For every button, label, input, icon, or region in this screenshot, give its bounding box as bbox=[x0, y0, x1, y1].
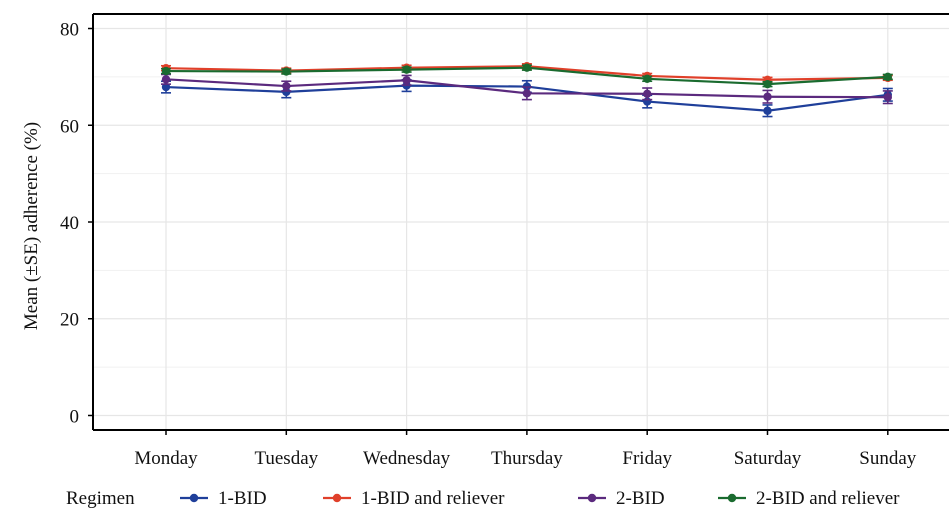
legend-item: 1-BID bbox=[180, 488, 267, 509]
x-tick-labels: Monday Tuesday Wednesday Thursday Friday Satu… bbox=[134, 448, 916, 469]
x-tick-label: Thursday bbox=[491, 448, 563, 469]
x-tick-label: Saturday bbox=[734, 448, 802, 469]
legend-label: 2-BID bbox=[616, 488, 665, 509]
y-tick-label: 0 bbox=[70, 406, 80, 427]
legend-title: Regimen bbox=[66, 488, 135, 509]
legend: Regimen 1-BID 1-BID and reliever 2-BID 2-BI… bbox=[66, 488, 900, 509]
legend-item: 2-BID bbox=[578, 488, 665, 509]
data-point bbox=[763, 92, 772, 101]
legend-swatch-point bbox=[727, 493, 737, 503]
data-point bbox=[402, 76, 411, 85]
data-point bbox=[282, 67, 291, 76]
data-point bbox=[282, 81, 291, 91]
data-point bbox=[282, 87, 291, 97]
y-tick-label: 40 bbox=[60, 213, 79, 234]
y-axis-label: Mean (±SE) adherence (%) bbox=[21, 122, 42, 330]
data-point bbox=[402, 65, 411, 74]
y-tick-label: 80 bbox=[60, 20, 79, 41]
series-group bbox=[161, 62, 893, 118]
x-tick-label: Wednesday bbox=[363, 448, 451, 469]
legend-item: 1-BID and reliever bbox=[323, 488, 505, 509]
data-point bbox=[763, 79, 772, 89]
data-point bbox=[883, 72, 892, 82]
legend-label: 2-BID and reliever bbox=[756, 488, 900, 509]
data-point bbox=[763, 106, 772, 115]
x-tick-label: Monday bbox=[134, 448, 198, 469]
series-3 bbox=[161, 73, 893, 105]
axes bbox=[88, 13, 949, 435]
data-point bbox=[161, 75, 171, 84]
data-point bbox=[643, 89, 652, 99]
x-tick-label: Sunday bbox=[859, 448, 917, 469]
data-point bbox=[161, 66, 171, 76]
x-tick-label: Tuesday bbox=[254, 448, 318, 469]
legend-item: 2-BID and reliever bbox=[718, 488, 900, 509]
legend-items: 1-BID 1-BID and reliever 2-BID 2-BID and re… bbox=[180, 488, 900, 509]
series-4 bbox=[161, 63, 893, 89]
data-point bbox=[643, 74, 652, 84]
data-point bbox=[161, 82, 171, 92]
grid-lines bbox=[93, 14, 949, 430]
legend-swatch-point bbox=[189, 493, 199, 503]
legend-swatch-point bbox=[587, 493, 597, 503]
data-point bbox=[522, 89, 532, 98]
y-tick-label: 20 bbox=[60, 310, 79, 331]
x-tick-label: Friday bbox=[622, 448, 672, 469]
y-tick-labels: 0 20 40 60 80 bbox=[60, 20, 79, 428]
data-point bbox=[883, 93, 892, 102]
legend-label: 1-BID bbox=[218, 488, 267, 509]
legend-swatch-point bbox=[332, 493, 342, 503]
legend-label: 1-BID and reliever bbox=[361, 488, 505, 509]
data-point bbox=[522, 63, 532, 72]
y-tick-label: 60 bbox=[60, 116, 79, 137]
